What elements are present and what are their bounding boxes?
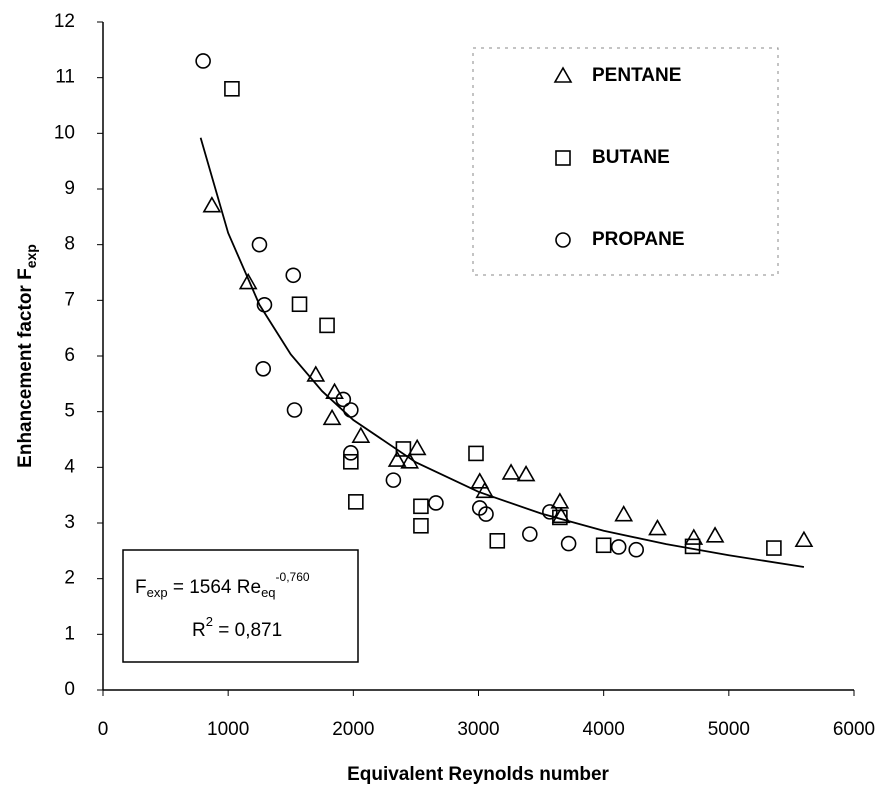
r-squared: R2 = 0,871 [192,614,282,641]
point [551,506,571,524]
legend-marker [553,66,573,83]
point [343,402,359,418]
y-axis-label: Enhancement factor Fexp [15,244,39,468]
point [202,196,222,213]
point [255,361,272,377]
y-tick-label: 0 [64,679,75,700]
point [224,81,240,97]
y-tick-label: 8 [64,234,75,255]
point [428,495,444,511]
point [610,539,627,555]
point [595,537,612,554]
point [542,504,558,520]
y-tick-label: 10 [54,122,75,143]
point [400,452,420,469]
x-tick-label: 3000 [457,719,499,740]
x-tick-label: 6000 [833,719,875,740]
point [766,540,782,556]
y-tick-label: 2 [64,568,75,589]
x-tick-label: 1000 [207,719,249,740]
point [478,506,494,522]
point [501,463,521,480]
legend-label: PENTANE [592,65,681,86]
point [387,450,407,467]
y-tick-label: 9 [64,178,75,199]
x-axis-label: Equivalent Reynolds number [347,764,609,785]
legend-box [472,47,779,276]
x-tick-label: 5000 [708,719,750,740]
y-tick-label: 12 [54,11,75,32]
point [794,530,814,548]
point [306,365,326,382]
point [470,472,490,489]
x-tick-label: 2000 [332,719,374,740]
point [325,382,344,399]
point [413,498,429,515]
point [489,533,506,549]
point [522,526,538,542]
x-tick-label: 0 [98,719,109,740]
point [684,528,704,545]
point [560,535,577,552]
point [286,402,303,418]
point [285,267,302,284]
point [614,505,634,522]
fit-curve [199,137,805,568]
equation-box [122,549,359,663]
y-tick-label: 11 [55,67,75,88]
equation: Fexp = 1564 Reeq-0,760 [135,570,310,600]
point [628,541,645,558]
y-tick-label: 6 [64,345,75,366]
point [468,445,484,462]
legend-marker [555,232,571,248]
point [348,494,364,510]
legend-label: PROPANE [592,229,685,250]
point [195,53,211,69]
y-tick-label: 3 [64,512,75,533]
point [291,296,308,313]
point [516,464,536,482]
point [256,296,273,313]
point [395,441,412,457]
point [407,438,427,456]
point [343,445,359,461]
y-tick-label: 7 [64,289,75,310]
y-tick-label: 1 [64,623,75,644]
y-tick-label: 4 [64,456,75,477]
point [475,481,495,499]
point [343,453,359,470]
point [385,472,402,488]
x-tick-label: 4000 [583,719,625,740]
point [684,538,701,555]
y-tick-label: 5 [64,401,75,422]
point [335,391,352,408]
legend-label: BUTANE [592,147,670,168]
point [550,492,570,509]
point [705,526,725,543]
point [413,517,429,534]
point [238,272,258,290]
point [322,408,342,426]
point [319,317,335,334]
point [251,236,268,253]
legend-marker [555,150,571,166]
point [351,426,371,443]
point [648,518,667,536]
